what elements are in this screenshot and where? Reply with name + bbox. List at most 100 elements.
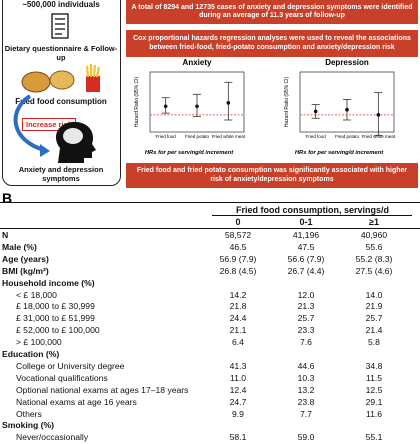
left-panel-frame xyxy=(2,0,121,186)
plot-title: Anxiety xyxy=(183,58,212,67)
cell: 21.1 xyxy=(229,325,247,336)
cell: 6.4 xyxy=(232,337,244,348)
estimate-point xyxy=(376,113,381,117)
estimate-point xyxy=(313,109,318,114)
table-row: Others 9.9 7.7 11.6 xyxy=(0,409,420,421)
rule xyxy=(0,228,420,229)
column-header: 0 xyxy=(235,217,241,227)
cell: 41.3 xyxy=(229,360,247,371)
cell: 11.0 xyxy=(229,372,247,383)
x-axis-label: HRs for per serving/d increment xyxy=(145,150,234,156)
outcome-text: Anxiety and depression symptoms xyxy=(18,165,104,183)
table-row: Never/occasionally 58.1 59.0 55.1 xyxy=(0,432,420,444)
cell: 34.8 xyxy=(365,360,383,371)
cell: 14.0 xyxy=(365,289,383,300)
table-row: Male (%) 46.5 47.5 55.6 xyxy=(0,242,420,254)
food-icons xyxy=(21,64,101,93)
cell: 29.1 xyxy=(365,396,383,407)
cell: 13.2 xyxy=(297,384,315,395)
questionnaire-icon xyxy=(51,13,69,39)
cell: 56.6 (7.9) xyxy=(287,253,325,264)
cell: 40,960 xyxy=(360,230,388,240)
cell: 58.1 xyxy=(229,432,247,443)
row-label: BMI (kg/m²) xyxy=(2,265,49,276)
section-row: Education (%) xyxy=(0,349,420,361)
cell: 27.5 (4.6) xyxy=(355,265,393,276)
cell: 5.8 xyxy=(368,337,380,348)
row-label: £ 18,000 to £ 30,999 xyxy=(16,301,95,312)
cell: 7.7 xyxy=(300,408,312,419)
row-label: Never/occasionally xyxy=(16,432,89,443)
x-tick-label: Fried food xyxy=(306,134,327,139)
cell: 21.8 xyxy=(229,301,247,312)
cell: 14.2 xyxy=(229,289,247,300)
section-row: Smoking (%) xyxy=(0,420,420,432)
table-row: Age (years) 56.9 (7.9) 56.6 (7.9) 55.2 (8.3… xyxy=(0,254,420,266)
section-row: Household income (%) xyxy=(0,278,420,290)
estimate-point xyxy=(345,107,349,112)
row-label: Male (%) xyxy=(2,241,37,252)
arrow-head xyxy=(40,144,50,157)
row-label: Age (years) xyxy=(2,253,49,264)
group-header: Fried food consumption, servings/d xyxy=(235,205,389,215)
cell: 55.2 (8.3) xyxy=(355,253,393,264)
table-row: Vocational qualifications 11.0 10.3 11.5 xyxy=(0,373,420,385)
cell: 11.6 xyxy=(365,408,383,419)
row-label: > £ 100,000 xyxy=(16,337,62,348)
x-tick-label: Fried potato xyxy=(185,134,210,139)
x-tick-label: Fried potato xyxy=(335,134,360,139)
row-label: National exams at age 16 years xyxy=(16,396,137,407)
panel-label: B xyxy=(2,190,13,206)
column-header: 0-1 xyxy=(299,217,313,227)
row-label: < £ 18,000 xyxy=(16,289,57,300)
banner: Fried food and fried potato consumption … xyxy=(126,163,418,188)
table-row: £ 31,000 to £ 51,999 24.4 25.7 25.7 xyxy=(0,313,420,325)
cell: 24.4 xyxy=(229,313,247,324)
banner: A total of 8294 and 12735 cases of anxie… xyxy=(126,0,418,24)
column-header: ≥1 xyxy=(369,217,379,227)
cell: 44.6 xyxy=(297,360,315,371)
x-axis-label: HRs for per serving/d increment xyxy=(295,150,384,156)
estimate-point xyxy=(226,101,231,105)
plot-title: Depression xyxy=(325,58,369,67)
forest-plots: Anxiety Hazard Ratio (95% CI) Fried food Fr… xyxy=(134,58,396,156)
row-label: £ 52,000 to £ 100,000 xyxy=(16,325,100,336)
table-row: < £ 18,000 14.2 12.0 14.0 xyxy=(0,290,420,302)
table-row: National exams at age 16 years 24.7 23.8 29… xyxy=(0,397,420,409)
estimate-point xyxy=(163,104,168,109)
row-label: N xyxy=(2,230,9,240)
plot-frame xyxy=(299,71,395,133)
cell: 21.4 xyxy=(365,325,383,336)
method-text: Dietary questionnaire & Follow-up xyxy=(4,44,118,62)
cell: 46.5 xyxy=(229,241,247,252)
x-tick-label: Fried white meat xyxy=(212,134,246,139)
x-tick-label: Fried food xyxy=(156,134,177,139)
table-row: College or University degree 41.3 44.6 34.8 xyxy=(0,361,420,373)
table-row: Optional national exams at ages 17–18 ye… xyxy=(0,385,420,397)
section-title: Education (%) xyxy=(2,349,60,359)
cell: 24.7 xyxy=(229,396,247,407)
cell: 21.9 xyxy=(365,301,383,312)
cell: 7.6 xyxy=(300,337,312,348)
table-row: > £ 100,000 6.4 7.6 5.8 xyxy=(0,337,420,349)
row-label: College or University degree xyxy=(16,360,125,371)
cell: 21.3 xyxy=(297,301,315,312)
cell: 10.3 xyxy=(297,372,315,383)
table-row: BMI (kg/m²) 26.8 (4.5) 26.7 (4.4) 27.5 (4.6… xyxy=(0,266,420,278)
banner: Cox proportional hazards regression anal… xyxy=(126,30,418,57)
rule xyxy=(212,215,412,216)
section-title: Smoking (%) xyxy=(2,420,55,431)
estimate-point xyxy=(195,104,199,109)
cell: 11.5 xyxy=(365,372,383,383)
cell: 26.7 (4.4) xyxy=(287,265,325,276)
x-tick-label: Fried white meat xyxy=(362,134,396,139)
cell: 12.4 xyxy=(229,384,247,395)
cell: 12.0 xyxy=(297,289,315,300)
head-icon xyxy=(56,121,96,163)
row-label: Others xyxy=(16,408,42,419)
cell: 26.8 (4.5) xyxy=(219,265,257,276)
cell: 47.5 xyxy=(297,241,315,252)
cell: 23.3 xyxy=(297,325,315,336)
y-axis-label: Hazard Ratio (95% CI) xyxy=(284,77,290,128)
